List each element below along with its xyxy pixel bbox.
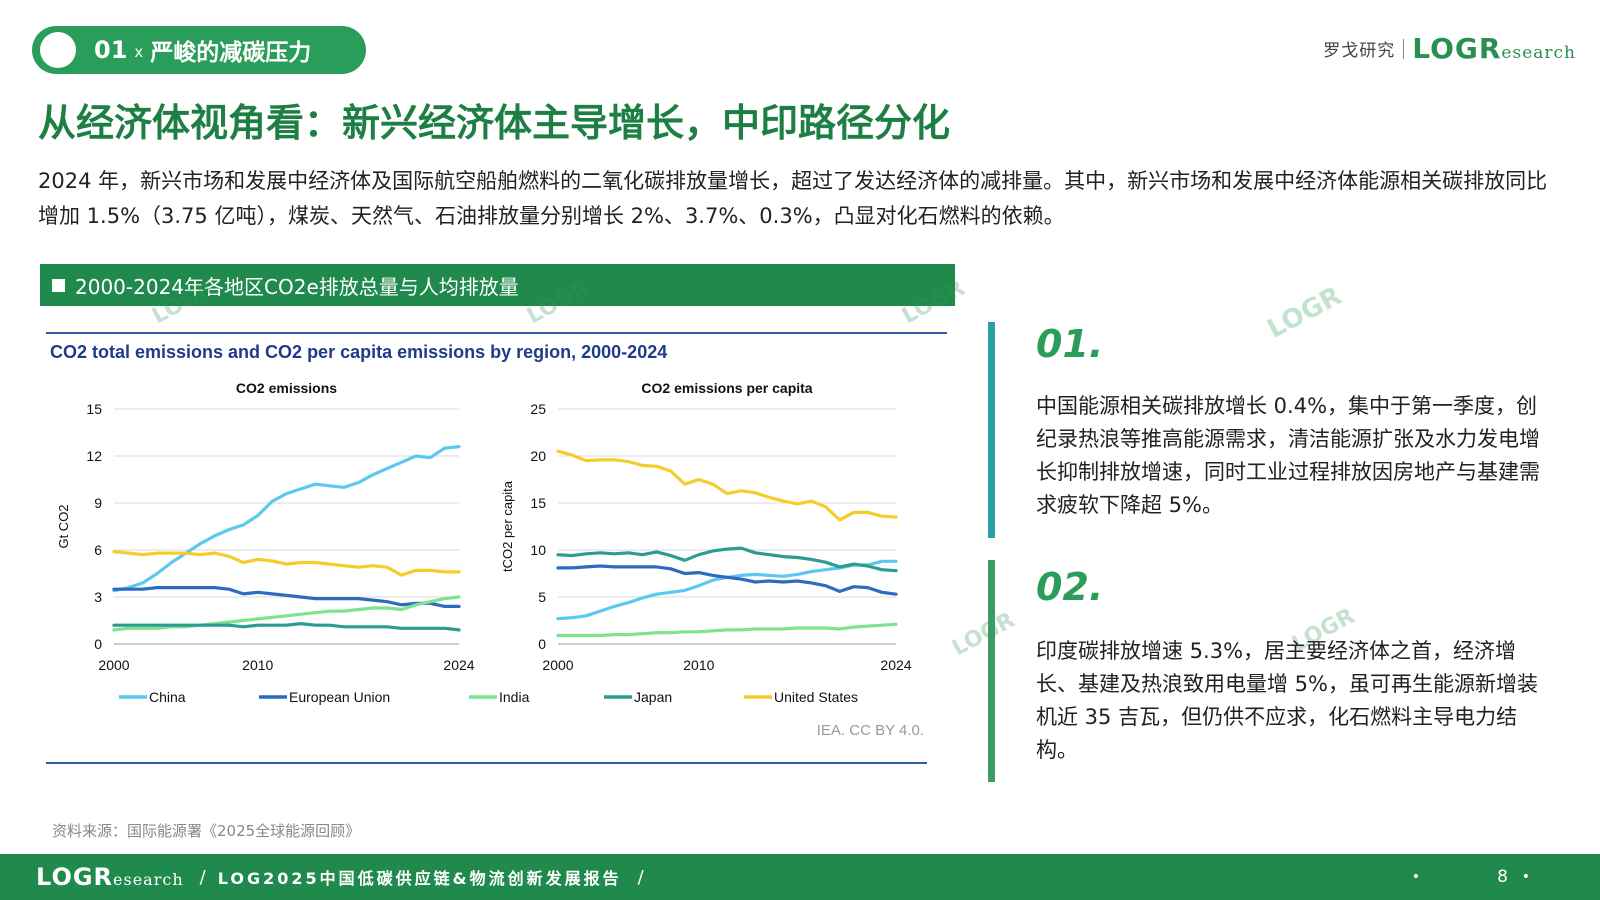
page-title: 从经济体视角看：新兴经济体主导增长，中印路径分化: [38, 101, 951, 145]
chart-frame: CO2 total emissions and CO2 per capita e…: [44, 305, 949, 783]
chart-main-title: CO2 total emissions and CO2 per capita e…: [50, 342, 667, 362]
square-bullet-icon: [52, 278, 65, 292]
series-line: [112, 586, 461, 608]
section-number: 01: [94, 36, 128, 64]
page-number: 8: [1497, 867, 1508, 887]
card-accent-bar: [988, 560, 995, 782]
section-pill: 01 x 严峻的减碳压力: [32, 26, 366, 74]
y-tick-label: 12: [86, 448, 102, 464]
x-tick-label: 2010: [242, 657, 273, 673]
y-tick-label: 20: [530, 448, 546, 464]
series-line: [556, 449, 898, 522]
y-tick-label: 3: [94, 589, 102, 605]
series-line: [556, 546, 898, 573]
x-tick-label: 2010: [683, 657, 714, 673]
y-tick-label: 15: [86, 401, 102, 417]
y-tick-label: 6: [94, 542, 102, 558]
series-line: [556, 622, 898, 638]
series-line: [112, 550, 461, 577]
legend-label: China: [149, 689, 186, 705]
section-separator: x: [134, 43, 144, 61]
brand-logo-text: LOGResearch: [1412, 32, 1576, 65]
chart-legend: China European Union India Japan United Stat…: [119, 689, 858, 705]
footer-bar: LOGResearch / LOG2025中国低碳供应链&物流创新发展报告 / …: [0, 854, 1600, 900]
legend-label: India: [499, 689, 530, 705]
series-line: [112, 445, 461, 593]
panel-title: CO2 emissions per capita: [641, 380, 812, 396]
y-tick-label: 15: [530, 495, 546, 511]
intro-paragraph: 2024 年，新兴市场和发展中经济体及国际航空船舶燃料的二氧化碳排放量增长，超过…: [38, 169, 1548, 228]
y-tick-label: 10: [530, 542, 546, 558]
footer-dot-icon: •: [1521, 869, 1530, 885]
card-text: 印度碳排放增速 5.3%，居主要经济体之首，经济增长、基建及热浪致用电量增 5%…: [1036, 639, 1538, 762]
chart-panel-total: CO2 emissions 0 3 6 9 12 15 2000 2010 2024 Gt CO2: [56, 380, 475, 673]
source-note: 资料来源：国际能源署《2025全球能源回顾》: [52, 822, 361, 840]
legend-label: European Union: [289, 689, 390, 705]
watermark-logo: LOGR: [948, 608, 1019, 661]
footer-divider: /: [637, 866, 644, 888]
footer-logo-mark: LOGR: [36, 863, 114, 891]
brand-logo-mark: LOGR: [1412, 32, 1502, 65]
card-accent-bar: [988, 322, 995, 538]
y-tick-label: 5: [538, 589, 546, 605]
card-number: 02.: [1036, 565, 1104, 609]
brand-cn: 罗戈研究: [1323, 41, 1396, 61]
chart-banner-title: 2000-2024年各地区CO2e排放总量与人均排放量: [75, 274, 519, 299]
brand-logo: 罗戈研究 LOGResearch: [1323, 32, 1576, 65]
y-tick-label: 25: [530, 401, 546, 417]
legend-label: Japan: [634, 689, 672, 705]
y-tick-label: 9: [94, 495, 102, 511]
y-tick-label: 0: [538, 636, 546, 652]
watermark-logo: LOGR: [1263, 281, 1347, 345]
footer-dot-icon: •: [1411, 869, 1420, 885]
x-tick-label: 2000: [542, 657, 573, 673]
footer-logo-suffix: esearch: [113, 870, 184, 889]
x-tick-label: 2024: [443, 657, 474, 673]
x-tick-label: 2000: [98, 657, 129, 673]
series-line: [556, 564, 898, 596]
x-tick-label: 2024: [880, 657, 911, 673]
section-title: 严峻的减碳压力: [150, 40, 312, 66]
chart-credit: IEA. CC BY 4.0.: [817, 722, 924, 739]
brand-logo-suffix: esearch: [1501, 43, 1576, 63]
watermark-logo-text: LOGR: [948, 607, 1019, 662]
card-text: 中国能源相关碳排放增长 0.4%，集中于第一季度，创纪录热浪等推高能源需求，清洁…: [1036, 394, 1540, 517]
emissions-chart: CO2 total emissions and CO2 per capita e…: [46, 332, 947, 764]
legend-label: United States: [774, 689, 858, 705]
watermark-logo-text: LOGR: [1262, 281, 1347, 345]
footer-logo: LOGResearch: [36, 863, 184, 891]
footer-divider: /: [199, 866, 206, 888]
pill-circle-icon: [40, 32, 76, 68]
chart-panel-per-capita: CO2 emissions per capita 0 5 10 15 20 25 2000 20…: [500, 380, 912, 673]
y-tick-label: 0: [94, 636, 102, 652]
y-axis-label: tCO2 per capita: [500, 480, 515, 572]
footer-title: LOG2025中国低碳供应链&物流创新发展报告: [217, 869, 622, 888]
series-line: [112, 622, 461, 632]
y-axis-label: Gt CO2: [56, 504, 71, 548]
panel-title: CO2 emissions: [236, 380, 337, 396]
card-number: 01.: [1036, 322, 1104, 366]
brand-divider: [1403, 38, 1405, 59]
chart-banner: 2000-2024年各地区CO2e排放总量与人均排放量: [40, 264, 955, 306]
